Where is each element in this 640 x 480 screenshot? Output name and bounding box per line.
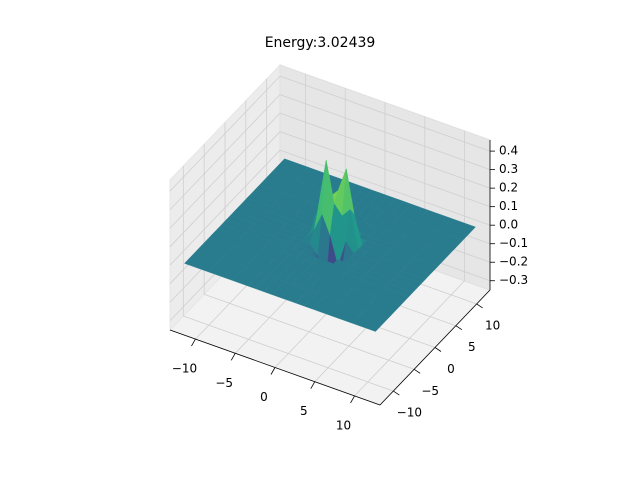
x-axis-line xyxy=(169,329,381,406)
tick-mark xyxy=(434,347,442,352)
tick-mark xyxy=(230,353,236,361)
x-tick-label: 5 xyxy=(300,404,308,418)
tick-mark xyxy=(413,368,421,374)
y-tick-label: −5 xyxy=(421,384,439,398)
z-tick-label: 0.2 xyxy=(499,181,518,195)
y-tick-label: 10 xyxy=(485,318,500,332)
y-tick-label: 5 xyxy=(468,340,476,354)
tick-mark xyxy=(393,390,400,396)
tick-mark xyxy=(270,367,276,375)
chart-title: Energy:3.02439 xyxy=(265,35,376,51)
tick-mark xyxy=(310,381,316,389)
z-tick-label: 0.3 xyxy=(499,162,518,176)
surface-patch xyxy=(351,309,389,332)
z-tick-label: −0.3 xyxy=(499,273,528,287)
grid-line xyxy=(169,112,281,229)
x-tick-label: 10 xyxy=(336,418,351,432)
grid-line xyxy=(169,149,281,266)
z-tick-label: −0.2 xyxy=(499,255,528,269)
tick-mark xyxy=(350,395,355,404)
grid-line xyxy=(279,149,491,226)
y-tick-label: 0 xyxy=(447,362,455,376)
x-tick-label: −10 xyxy=(172,362,197,376)
x-tick-label: 0 xyxy=(260,390,268,404)
grid-line xyxy=(183,315,394,392)
x-tick-label: −5 xyxy=(215,376,233,390)
grid-line xyxy=(279,131,491,208)
grid-line xyxy=(169,75,281,192)
z-tick-label: −0.1 xyxy=(499,236,528,250)
grid-line xyxy=(279,112,491,189)
grid-line xyxy=(169,94,281,210)
grid-line xyxy=(279,75,491,152)
tick-mark xyxy=(476,303,483,309)
grid-line xyxy=(204,293,415,370)
grid-line xyxy=(279,94,491,171)
z-tick-label: 0.0 xyxy=(499,218,518,232)
z-tick-label: 0.4 xyxy=(499,144,518,158)
z-tick-label: 0.1 xyxy=(499,199,518,213)
y-tick-label: −10 xyxy=(397,406,422,420)
tick-mark xyxy=(191,338,196,347)
y-axis-line xyxy=(379,289,491,406)
grid-line xyxy=(169,131,281,247)
tick-mark xyxy=(455,325,463,331)
